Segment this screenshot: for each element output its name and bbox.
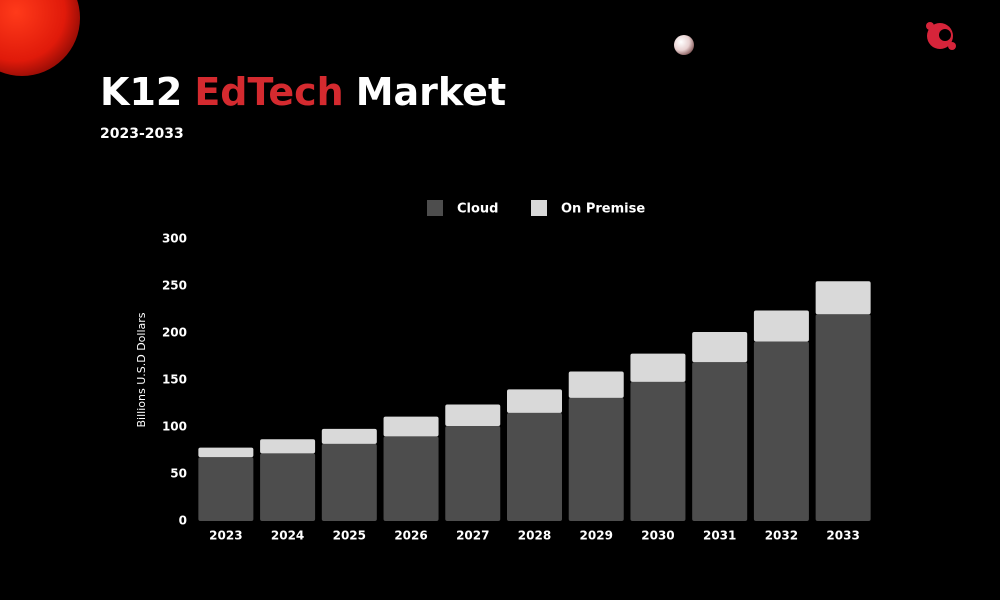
bar-segment	[630, 353, 686, 382]
bar-segment	[753, 341, 809, 521]
legend-label: Cloud	[457, 202, 499, 217]
y-tick-label: 250	[162, 279, 187, 293]
x-tick-label: 2030	[641, 529, 674, 543]
bar-segment	[507, 389, 562, 413]
x-tick-label: 2025	[333, 529, 366, 543]
y-tick-label: 100	[162, 420, 187, 434]
x-tick-label: 2026	[394, 529, 427, 543]
bar-segment	[753, 310, 809, 342]
bar-segment	[692, 362, 748, 521]
logo	[926, 22, 956, 50]
bar-segment	[260, 453, 316, 521]
bar-segment	[630, 381, 686, 521]
bar-segment	[815, 314, 871, 521]
bar-segment	[321, 443, 377, 521]
decor-sphere	[674, 35, 694, 55]
title-word: Market	[356, 70, 506, 114]
y-tick-label: 300	[162, 232, 187, 246]
bar-segment	[383, 416, 439, 437]
bar-segment	[198, 457, 254, 521]
title-word: EdTech	[194, 70, 343, 114]
bar-segment	[260, 439, 316, 454]
bar-segment	[445, 404, 501, 427]
x-tick-label: 2028	[518, 529, 551, 543]
x-tick-label: 2029	[580, 529, 613, 543]
x-tick-label: 2033	[826, 529, 859, 543]
chart-title: K12 EdTech Market	[100, 70, 506, 114]
decor-circle	[0, 0, 80, 76]
chart-subtitle: 2023-2033	[100, 126, 184, 142]
y-tick-label: 0	[179, 514, 187, 528]
y-axis-label: Billions U.S.D Dollars	[135, 312, 148, 427]
legend-swatch	[427, 200, 443, 216]
bar-segment	[815, 281, 871, 315]
bar-segment	[198, 447, 254, 458]
bar-segment	[383, 436, 439, 521]
y-tick-label: 200	[162, 326, 187, 340]
y-tick-label: 50	[170, 467, 187, 481]
x-tick-label: 2027	[456, 529, 489, 543]
title-word: K12	[100, 70, 182, 114]
x-tick-label: 2023	[209, 529, 242, 543]
x-tick-label: 2031	[703, 529, 736, 543]
bar-segment	[321, 428, 377, 444]
x-tick-label: 2024	[271, 529, 304, 543]
bar-segment	[445, 426, 501, 521]
legend-swatch	[531, 200, 547, 216]
bar-segment	[568, 371, 624, 398]
bar-segment	[692, 332, 748, 363]
bar-segment	[568, 397, 624, 521]
x-tick-label: 2032	[765, 529, 798, 543]
legend-label: On Premise	[561, 202, 645, 217]
y-tick-label: 150	[162, 373, 187, 387]
bar-segment	[507, 412, 562, 521]
